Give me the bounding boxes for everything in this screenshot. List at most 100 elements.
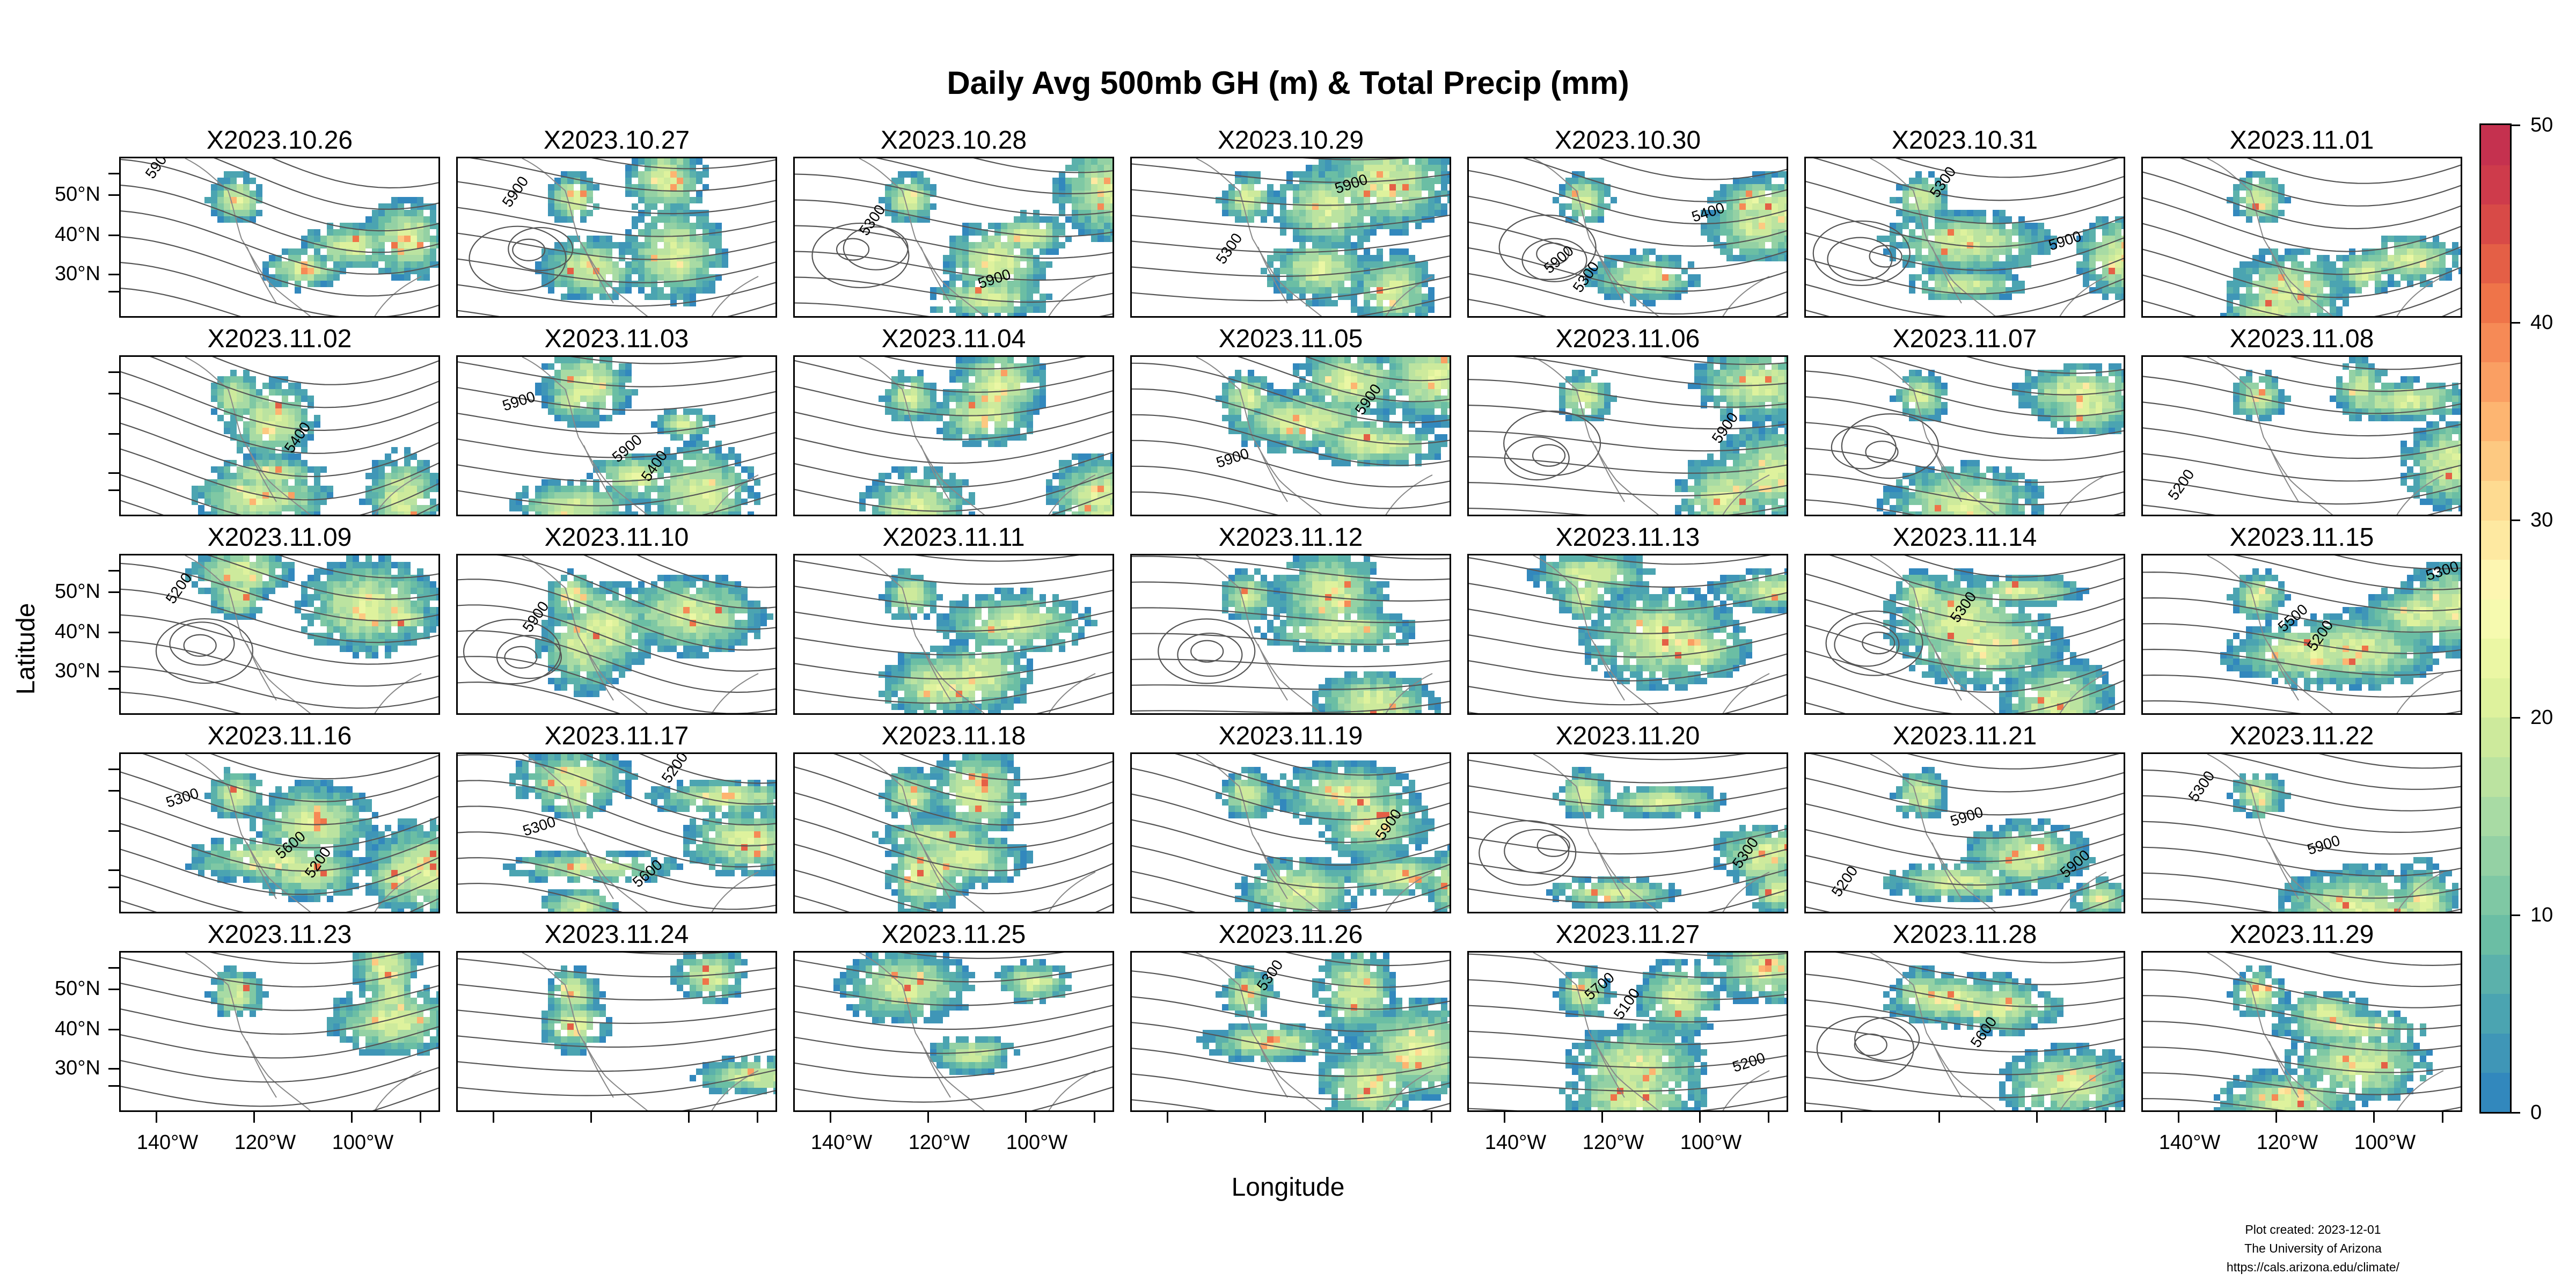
lon-tick-label: 120°W xyxy=(234,1131,296,1154)
precip-field xyxy=(2214,965,2433,1110)
baja-coastline xyxy=(2268,445,2299,502)
contour-label: 5300 xyxy=(1927,164,1959,201)
gulf-coastline xyxy=(2396,276,2444,316)
precip-field xyxy=(509,357,760,515)
coastline xyxy=(185,158,311,316)
gh-contours xyxy=(1132,953,1450,1110)
map-svg xyxy=(1132,555,1450,713)
map-panel-2023-10-29: 5300 5900 xyxy=(1130,157,1451,318)
colorbar-segment xyxy=(2481,717,2510,757)
gulf-coastline xyxy=(711,673,759,713)
baja-coastline xyxy=(1931,842,1962,899)
contour-label: 5900 xyxy=(500,388,537,414)
gulf-coastline xyxy=(1048,1070,1096,1110)
baja-coastline xyxy=(1931,246,1962,304)
map-panel-2023-11-09: 5200 xyxy=(119,554,440,715)
panel-title-2023-11-05: X2023.11.05 xyxy=(1218,325,1363,353)
precip-field xyxy=(2220,171,2461,316)
precip-field xyxy=(2220,562,2461,691)
precip-field xyxy=(2227,773,2458,912)
lat-tick-label: 40°N xyxy=(55,620,100,643)
contour-label: 5300 xyxy=(521,813,558,839)
panel-title-2023-11-24: X2023.11.24 xyxy=(544,920,689,949)
gulf-coastline xyxy=(711,1070,759,1110)
lon-tick xyxy=(253,1112,255,1123)
credit-url: https://cals.arizona.edu/climate/ xyxy=(2226,1260,2400,1274)
gulf-coastline xyxy=(2059,474,2107,515)
gulf-coastline xyxy=(1048,474,1096,515)
coastline xyxy=(522,555,648,713)
map-svg: 5900 xyxy=(458,158,775,316)
panel-title-2023-11-13: X2023.11.13 xyxy=(1555,523,1700,552)
panel-title-2023-11-19: X2023.11.19 xyxy=(1218,722,1363,750)
baja-coastline xyxy=(246,643,277,701)
panel-title-2023-11-06: X2023.11.06 xyxy=(1555,325,1700,353)
map-svg xyxy=(1469,555,1787,713)
gulf-coastline xyxy=(374,673,422,713)
lon-tick xyxy=(1938,1112,1940,1123)
map-panel-2023-10-28: 5300 5900 xyxy=(793,157,1114,318)
panel-title-2023-11-02: X2023.11.02 xyxy=(207,325,352,353)
precip-field xyxy=(541,953,775,1094)
gh-contours xyxy=(121,357,438,515)
lon-tick-label: 100°W xyxy=(2354,1131,2416,1154)
gulf-coastline xyxy=(1385,872,1433,912)
colorbar-segment xyxy=(2481,283,2510,323)
gh-contours xyxy=(1469,555,1787,713)
map-svg xyxy=(2143,158,2461,316)
gulf-coastline xyxy=(2059,276,2107,316)
baja-coastline xyxy=(1257,643,1288,701)
coastline xyxy=(185,953,311,1110)
map-svg xyxy=(2143,953,2461,1110)
lat-tick-label: 50°N xyxy=(55,580,100,603)
lat-tick xyxy=(108,632,119,633)
lon-tick xyxy=(420,1112,421,1123)
panel-title-2023-11-21: X2023.11.21 xyxy=(1892,722,2037,750)
map-panel-2023-11-08: 5200 xyxy=(2141,355,2462,516)
gulf-coastline xyxy=(2396,1070,2444,1110)
lat-tick xyxy=(108,1068,119,1070)
baja-coastline xyxy=(1257,1041,1288,1098)
coastline xyxy=(859,555,985,713)
map-panel-2023-11-13 xyxy=(1467,554,1788,715)
map-svg xyxy=(121,953,438,1110)
baja-coastline xyxy=(1594,445,1625,502)
map-panel-2023-11-16: 5200 5300 5600 xyxy=(119,752,440,913)
contour-label: 5900 xyxy=(1948,803,1985,830)
coastline xyxy=(185,357,311,515)
lat-tick xyxy=(108,869,119,871)
coastline xyxy=(1870,754,1996,912)
map-panel-2023-11-17: 5200 5300 5600 xyxy=(456,752,777,913)
lat-tick xyxy=(108,274,119,275)
coastline xyxy=(1870,357,1996,515)
gulf-coastline xyxy=(1722,276,1770,316)
contour-label: 5900 xyxy=(2305,832,2342,858)
gh-contours xyxy=(121,953,438,1110)
lat-tick xyxy=(108,194,119,196)
panel-title-2023-11-09: X2023.11.09 xyxy=(207,523,352,552)
coastline xyxy=(1196,158,1322,316)
precip-field xyxy=(1216,760,1450,912)
lon-tick-label: 100°W xyxy=(332,1131,394,1154)
lon-tick-label: 120°W xyxy=(1582,1131,1644,1154)
gulf-coastline xyxy=(2396,474,2444,515)
gulf-coastline xyxy=(1385,276,1433,316)
gh-contours xyxy=(2143,953,2461,1110)
gulf-coastline xyxy=(2059,1070,2107,1110)
lon-tick-label: 140°W xyxy=(2158,1131,2221,1154)
coastline xyxy=(185,754,311,912)
lon-tick-label: 100°W xyxy=(1680,1131,1742,1154)
map-panel-2023-11-24 xyxy=(456,951,777,1112)
panel-title-2023-11-12: X2023.11.12 xyxy=(1218,523,1363,552)
lon-tick xyxy=(688,1112,690,1123)
precip-field xyxy=(1546,767,1787,912)
colorbar-tick-label: 40 xyxy=(2530,311,2553,334)
coastline xyxy=(2207,357,2333,515)
contour-label: 5900 xyxy=(142,158,175,181)
gulf-coastline xyxy=(1048,276,1096,316)
